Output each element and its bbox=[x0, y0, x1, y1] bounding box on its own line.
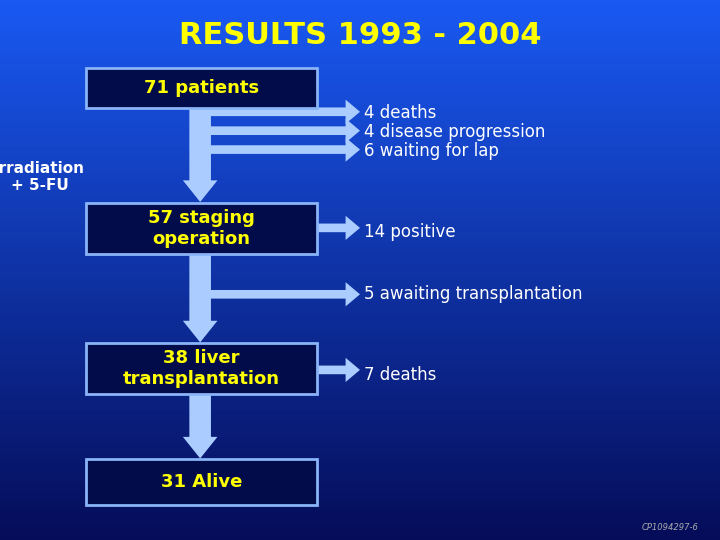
FancyBboxPatch shape bbox=[86, 68, 317, 108]
Text: 57 staging
operation: 57 staging operation bbox=[148, 209, 255, 247]
Polygon shape bbox=[207, 119, 360, 143]
Text: 4 disease progression: 4 disease progression bbox=[364, 123, 545, 141]
Text: 14 positive: 14 positive bbox=[364, 223, 455, 241]
Polygon shape bbox=[183, 108, 217, 202]
Text: RESULTS 1993 - 2004: RESULTS 1993 - 2004 bbox=[179, 21, 541, 50]
Text: 38 liver
transplantation: 38 liver transplantation bbox=[123, 349, 280, 388]
Text: 71 patients: 71 patients bbox=[144, 79, 259, 97]
Polygon shape bbox=[207, 100, 360, 124]
FancyBboxPatch shape bbox=[86, 343, 317, 394]
Text: 4 deaths: 4 deaths bbox=[364, 104, 436, 123]
Text: 31 Alive: 31 Alive bbox=[161, 473, 243, 491]
Text: 7 deaths: 7 deaths bbox=[364, 366, 436, 384]
Polygon shape bbox=[207, 282, 360, 306]
Polygon shape bbox=[317, 216, 360, 240]
Text: Irradiation
+ 5-FU: Irradiation + 5-FU bbox=[0, 161, 85, 193]
FancyBboxPatch shape bbox=[86, 459, 317, 505]
Polygon shape bbox=[317, 358, 360, 382]
Polygon shape bbox=[183, 394, 217, 458]
Polygon shape bbox=[207, 138, 360, 161]
Polygon shape bbox=[183, 254, 217, 342]
FancyBboxPatch shape bbox=[86, 202, 317, 254]
Text: CP1094297-6: CP1094297-6 bbox=[642, 523, 698, 532]
Text: 6 waiting for lap: 6 waiting for lap bbox=[364, 142, 498, 160]
Text: 5 awaiting transplantation: 5 awaiting transplantation bbox=[364, 285, 582, 303]
